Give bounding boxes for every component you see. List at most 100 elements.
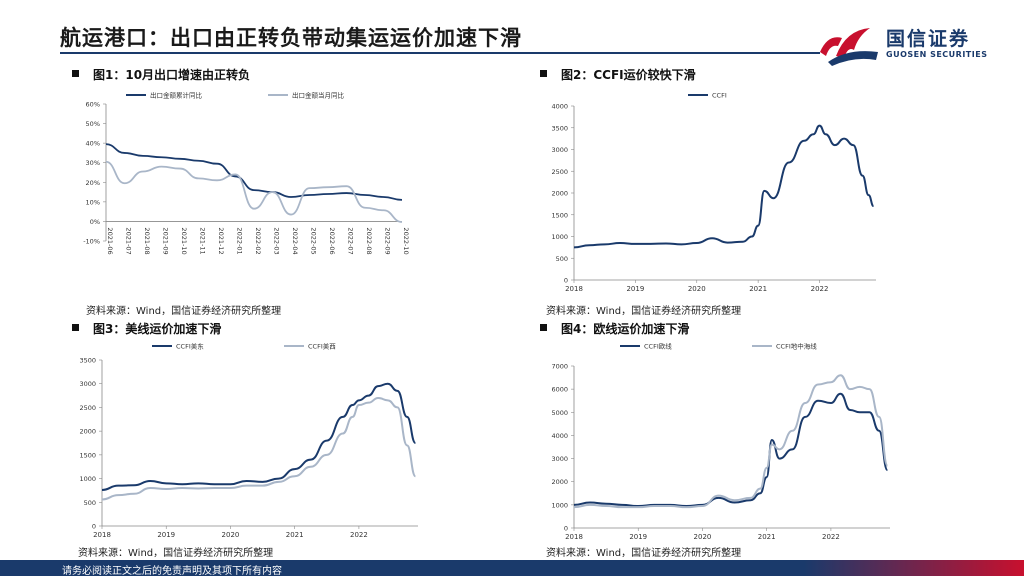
series-line [105, 143, 403, 201]
x-tick-label: 2020 [694, 533, 712, 541]
y-tick-label: 0 [92, 523, 96, 531]
x-tick-label: 2021-06 [106, 227, 114, 254]
series-line [105, 160, 403, 223]
y-tick-label: 3500 [79, 357, 96, 365]
x-tick-label: 2022-02 [254, 227, 262, 254]
x-tick-label: 2022 [822, 533, 840, 541]
source-note: 资料来源：Wind，国信证券经济研究所整理 [546, 548, 742, 559]
legend-label: CCFI [712, 92, 727, 100]
y-tick-label: 2000 [551, 478, 568, 486]
company-logo: 国信证券 GUOSEN SECURITIES [818, 22, 1018, 66]
legend-label: CCFI美东 [176, 342, 204, 351]
y-tick-label: 500 [556, 255, 568, 263]
x-tick-label: 2022-01 [236, 227, 244, 254]
chart-us-route: 0 500 1000 1500 2000 2500 3000 3500 2018 2019 2020… [79, 342, 418, 539]
panel-export-growth: 图1：10月出口增速由正转负 -10% 0% 10% 20% 30% 40% 50% 60% 2… [72, 66, 472, 317]
y-tick-label: 1000 [551, 501, 568, 509]
y-tick-label: 10% [86, 198, 100, 206]
x-tick-label: 2020 [222, 531, 240, 539]
x-tick-label: 2018 [565, 285, 583, 293]
series-line [573, 392, 889, 508]
x-tick-label: 2018 [565, 533, 583, 541]
y-tick-label: 4000 [551, 432, 568, 440]
y-tick-label: 0% [90, 218, 100, 226]
panel-eu-route: 图4：欧线运价加速下滑 0 1000 2000 3000 4000 5000 6000 700… [540, 320, 940, 570]
footer-bar: 请务必阅读正文之后的免责声明及其项下所有内容 [0, 560, 1024, 577]
panel-ccfi: 图2：CCFI运价较快下滑 0 500 1000 1500 2000 2500 3000 35… [540, 66, 940, 317]
legend-label: CCFI欧线 [644, 342, 672, 351]
source-note: 资料来源：Wind，国信证券经济研究所整理 [546, 306, 742, 317]
x-tick-label: 2022-08 [365, 227, 373, 254]
y-tick-label: -10% [83, 238, 100, 246]
y-tick-label: 1000 [551, 233, 568, 241]
y-tick-label: 2500 [551, 168, 568, 176]
x-tick-label: 2022-03 [273, 227, 281, 254]
y-tick-label: 50% [86, 120, 100, 128]
chart-export-growth: -10% 0% 10% 20% 30% 40% 50% 60% 2021-06 2021-07 20… [83, 91, 410, 255]
panel-us-route: 图3：美线运价加速下滑 0 500 1000 1500 2000 2500 3000 3500… [72, 320, 472, 570]
y-tick-label: 7000 [551, 363, 568, 371]
y-tick-label: 3000 [551, 146, 568, 154]
y-tick-label: 5000 [551, 409, 568, 417]
y-tick-label: 3000 [551, 455, 568, 463]
series-line [101, 382, 417, 491]
y-tick-label: 20% [86, 179, 100, 187]
y-tick-label: 3000 [79, 380, 96, 388]
logo-name-cn: 国信证券 [886, 28, 971, 50]
x-tick-label: 2021 [286, 531, 304, 539]
title-rule [60, 52, 820, 54]
panel-heading: 图4：欧线运价加速下滑 [540, 320, 689, 337]
y-tick-label: 0 [564, 525, 568, 533]
y-tick-label: 1000 [79, 475, 96, 483]
panel-heading: 图1：10月出口增速由正转负 [72, 66, 250, 83]
legend-label: 出口金额累计同比 [150, 91, 203, 100]
chart-ccfi: 0 500 1000 1500 2000 2500 3000 3500 4000 2018 2019… [551, 92, 876, 293]
x-tick-label: 2021 [749, 285, 767, 293]
x-tick-label: 2022-09 [384, 227, 392, 254]
x-tick-label: 2022-05 [310, 227, 318, 254]
source-note: 资料来源：Wind，国信证券经济研究所整理 [86, 306, 282, 317]
y-tick-label: 3500 [551, 124, 568, 132]
x-tick-label: 2022 [811, 285, 829, 293]
x-tick-label: 2022-07 [347, 227, 355, 254]
y-tick-label: 1500 [79, 451, 96, 459]
x-tick-label: 2019 [626, 285, 644, 293]
panel-heading: 图3：美线运价加速下滑 [72, 320, 221, 337]
x-tick-label: 2022-10 [402, 227, 410, 254]
logo-name-en: GUOSEN SECURITIES [886, 50, 988, 59]
x-tick-label: 2022 [350, 531, 368, 539]
y-tick-label: 6000 [551, 386, 568, 394]
x-tick-label: 2019 [157, 531, 175, 539]
y-tick-label: 2000 [79, 428, 96, 436]
y-tick-label: 1500 [551, 211, 568, 219]
x-tick-label: 2021-11 [199, 227, 207, 254]
y-tick-label: 2500 [79, 404, 96, 412]
x-tick-label: 2022-06 [328, 227, 336, 254]
y-tick-label: 2000 [551, 190, 568, 198]
page-title: 航运港口：出口由正转负带动集运运价加速下滑 [60, 26, 522, 50]
x-tick-label: 2021-07 [125, 227, 133, 254]
y-tick-label: 4000 [551, 103, 568, 111]
x-tick-label: 2020 [688, 285, 706, 293]
y-tick-label: 30% [86, 159, 100, 167]
legend-label: 出口金额当月同比 [292, 91, 345, 100]
x-tick-label: 2018 [93, 531, 111, 539]
series-line [101, 396, 417, 501]
y-tick-label: 500 [84, 499, 96, 507]
x-tick-label: 2021-09 [162, 227, 170, 254]
panel-heading: 图2：CCFI运价较快下滑 [540, 66, 696, 83]
x-tick-label: 2021 [758, 533, 776, 541]
x-tick-label: 2021-10 [180, 227, 188, 254]
y-tick-label: 60% [86, 101, 100, 109]
series-line [573, 374, 889, 509]
y-tick-label: 40% [86, 140, 100, 148]
logo-mark-icon [820, 28, 878, 66]
x-tick-label: 2019 [629, 533, 647, 541]
chart-eu-route: 0 1000 2000 3000 4000 5000 6000 7000 2018 2019 202… [551, 342, 890, 541]
footer-disclaimer: 请务必阅读正文之后的免责声明及其项下所有内容 [62, 566, 282, 577]
series-line [573, 124, 875, 249]
y-tick-label: 0 [564, 277, 568, 285]
x-tick-label: 2021-12 [217, 227, 225, 254]
legend-label: CCFI美西 [308, 342, 336, 351]
x-tick-label: 2021-08 [143, 227, 151, 254]
